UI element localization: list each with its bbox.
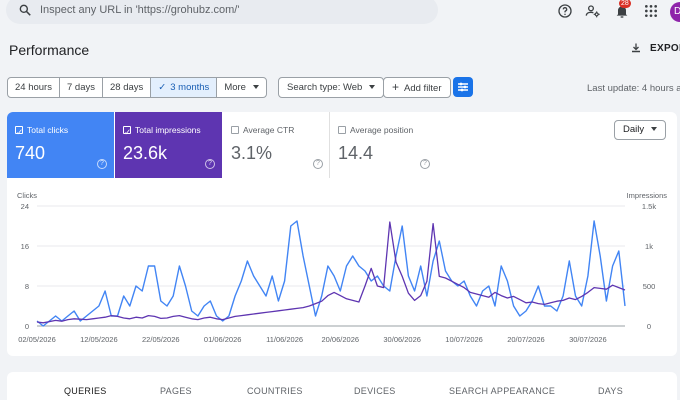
metric-value: 23.6k [123, 143, 168, 163]
x-tick-label: 01/06/2026 [204, 335, 242, 344]
date-range-selector: 24 hours 7 days 28 days ✓ 3 months More [7, 77, 267, 98]
metric-label-row: ✓ Total clicks [15, 125, 69, 137]
metric-value: 3.1% [231, 143, 273, 163]
right-tick-label: 1k [645, 242, 653, 251]
dimension-tabs: QUERIES PAGES COUNTRIES DEVICES SEARCH A… [7, 372, 677, 400]
help-icon[interactable]: ? [97, 159, 107, 169]
search-type-dropdown[interactable]: Search type: Web [278, 77, 385, 98]
metric-label: Total clicks [27, 125, 69, 135]
tab-days[interactable]: DAYS [598, 386, 624, 396]
right-tick-label: 0 [647, 322, 651, 331]
chevron-down-icon [651, 127, 658, 132]
granularity-dropdown[interactable]: Daily [614, 120, 667, 140]
checkbox-checked-icon[interactable]: ✓ [15, 126, 24, 137]
metric-value: 14.4 [338, 143, 374, 163]
performance-card: ✓ Total clicks 740 ? ✓ Total impressions 2… [7, 112, 677, 356]
clicks-series-line [36, 220, 626, 327]
x-tick-label: 22/05/2026 [142, 335, 180, 344]
top-bar: Inspect any URL in 'https://grohubz.com/… [0, 0, 680, 24]
search-placeholder[interactable]: Inspect any URL in 'https://grohubz.com/… [40, 4, 240, 16]
metric-value: 740 [15, 143, 46, 163]
apps-grid-icon[interactable] [643, 3, 659, 19]
left-tick-label: 0 [25, 322, 29, 331]
manage-account-icon[interactable] [585, 3, 601, 19]
check-icon: ✓ [158, 82, 167, 93]
range-more-label: More [224, 82, 246, 93]
right-axis-title: Impressions [627, 191, 668, 200]
left-tick-label: 8 [25, 282, 29, 291]
notifications-icon[interactable] [614, 3, 630, 19]
search-type-label: Search type: Web [287, 82, 363, 93]
x-tick-label: 30/07/2026 [569, 335, 607, 344]
x-tick-label: 30/06/2026 [383, 335, 421, 344]
metric-label: Total impressions [135, 125, 201, 135]
chevron-down-icon [369, 85, 376, 90]
avatar[interactable]: D [670, 2, 680, 22]
right-tick-label: 1.5k [642, 202, 656, 211]
page-title: Performance [9, 42, 90, 58]
left-tick-label: 16 [21, 242, 29, 251]
range-3-months-label: 3 months [170, 82, 210, 93]
checkbox-empty-icon[interactable] [338, 126, 346, 134]
chevron-down-icon [252, 85, 259, 90]
tab-devices[interactable]: DEVICES [354, 386, 396, 396]
range-more-dropdown[interactable]: More [217, 78, 266, 97]
left-axis-title: Clicks [17, 191, 37, 200]
tune-icon [458, 82, 468, 92]
granularity-label: Daily [623, 124, 645, 135]
tab-countries[interactable]: COUNTRIES [247, 386, 303, 396]
notification-count-badge: 28 [619, 0, 631, 8]
metric-label: Average position [350, 125, 414, 135]
metric-total-impressions[interactable]: ✓ Total impressions 23.6k ? [115, 112, 222, 178]
tab-search-appearance[interactable]: SEARCH APPEARANCE [449, 386, 556, 396]
add-filter-label: Add filter [404, 83, 442, 94]
metric-total-clicks[interactable]: ✓ Total clicks 740 ? [7, 112, 114, 178]
tab-pages[interactable]: PAGES [160, 386, 192, 396]
plus-icon: + [392, 80, 400, 94]
export-button[interactable]: EXPORT [630, 42, 680, 54]
compare-settings-button[interactable] [453, 77, 473, 97]
x-tick-label: 20/06/2026 [322, 335, 360, 344]
metric-average-position[interactable]: Average position 14.4 ? [330, 112, 437, 178]
checkbox-checked-icon[interactable]: ✓ [123, 126, 132, 137]
checkbox-empty-icon[interactable] [231, 126, 239, 134]
metric-label-row: Average position [338, 125, 413, 135]
x-tick-label: 12/05/2026 [80, 335, 118, 344]
x-tick-label: 20/07/2026 [507, 335, 545, 344]
help-icon[interactable]: ? [205, 159, 215, 169]
left-tick-label: 24 [21, 202, 29, 211]
help-icon[interactable]: ? [313, 159, 323, 169]
metric-average-ctr[interactable]: Average CTR 3.1% ? [223, 112, 330, 178]
range-24-hours[interactable]: 24 hours [8, 78, 60, 97]
download-icon [632, 43, 640, 53]
metric-label-row: Average CTR [231, 125, 294, 135]
metric-label: Average CTR [243, 125, 295, 135]
x-tick-label: 11/06/2026 [266, 335, 303, 344]
help-icon[interactable] [557, 3, 573, 19]
tab-queries[interactable]: QUERIES [64, 386, 107, 396]
performance-chart: Clicks Impressions 0 0 8 500 16 1k 24 1.5k 02/05/2… [17, 191, 668, 344]
last-update-text: Last update: 4 hours ag [587, 83, 680, 94]
x-tick-label: 10/07/2026 [445, 335, 483, 344]
range-3-months[interactable]: ✓ 3 months [151, 78, 218, 97]
url-inspect-search[interactable]: Inspect any URL in 'https://grohubz.com/… [6, 0, 438, 24]
range-7-days[interactable]: 7 days [60, 78, 103, 97]
help-icon[interactable]: ? [420, 159, 430, 169]
metric-label-row: ✓ Total impressions [123, 125, 201, 137]
search-icon [19, 4, 31, 16]
export-label: EXPORT [650, 42, 680, 54]
x-tick-label: 02/05/2026 [18, 335, 56, 344]
impressions-series-line [36, 221, 626, 324]
right-tick-label: 500 [643, 282, 656, 291]
range-28-days[interactable]: 28 days [103, 78, 152, 97]
add-filter-button[interactable]: + Add filter [383, 77, 451, 98]
